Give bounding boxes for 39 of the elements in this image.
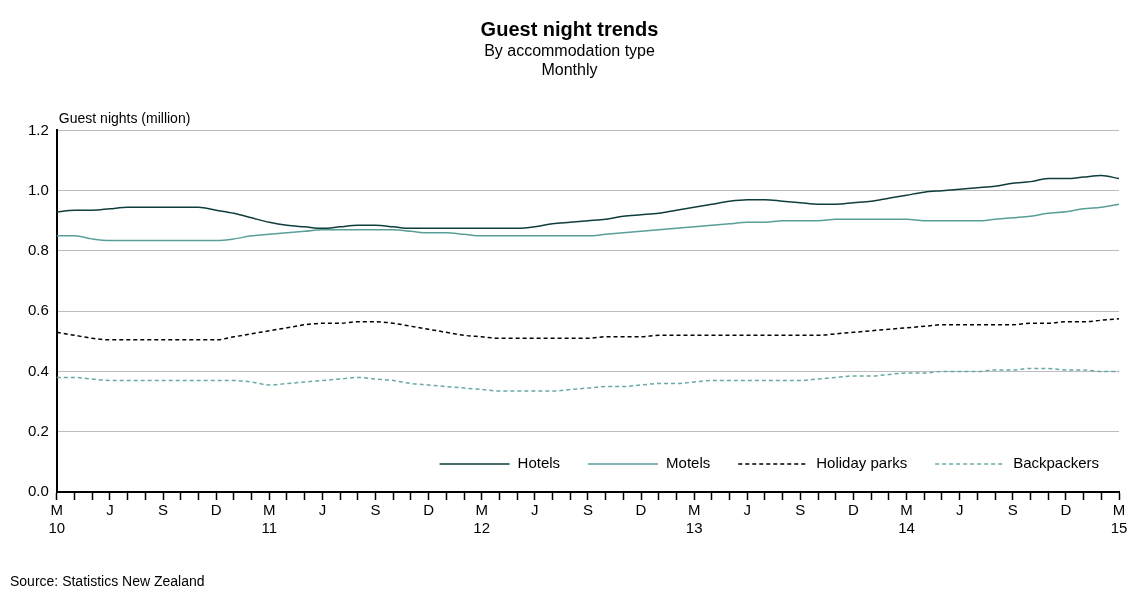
line-series (56, 367, 1120, 392)
x-tick-label: M 15 (1110, 501, 1128, 537)
x-tick-label: D (423, 501, 435, 519)
x-tick-label: M 13 (685, 501, 703, 537)
legend-label: Holiday parks (816, 454, 908, 472)
chart-subtitle: By accommodation type Monthly (484, 42, 655, 79)
source-note: Source: Statistics New Zealand (10, 573, 205, 589)
x-tick-label: J (531, 501, 539, 519)
y-tick-label: 0.6 (27, 301, 49, 319)
x-tick-label: M 12 (473, 501, 491, 537)
x-tick-label: D (210, 501, 222, 519)
chart-title: Guest night trends (480, 17, 659, 40)
x-tick-label: D (635, 501, 647, 519)
x-tick-label: D (1060, 501, 1072, 519)
x-tick-label: S (582, 501, 593, 519)
x-tick-label: D (848, 501, 860, 519)
line-series (56, 174, 1120, 230)
x-tick-label: J (955, 501, 964, 519)
y-tick-label: 0.0 (27, 482, 49, 500)
y-axis-title: Guest nights (million) (58, 110, 191, 127)
x-tick-label: M 14 (898, 501, 915, 537)
x-tick-label: S (370, 501, 381, 519)
legend-label: Motels (666, 454, 711, 472)
x-tick-label: S (1007, 501, 1018, 519)
y-tick-label: 0.2 (27, 421, 49, 439)
legend-label: Backpackers (1013, 454, 1100, 472)
x-tick-label: J (106, 501, 114, 519)
x-tick-label: J (743, 501, 751, 519)
line-series (56, 203, 1120, 242)
x-tick-label: J (318, 501, 327, 519)
y-tick-label: 0.4 (27, 361, 49, 379)
y-tick-label: 1.2 (27, 120, 49, 138)
x-tick-label: S (795, 501, 806, 519)
x-tick-label: M 10 (48, 501, 66, 537)
y-tick-label: 1.0 (27, 180, 49, 198)
x-tick-label: S (158, 501, 169, 519)
x-tick-label: M 11 (261, 501, 278, 537)
y-tick-label: 0.8 (27, 241, 49, 259)
legend-label: Hotels (517, 454, 561, 472)
